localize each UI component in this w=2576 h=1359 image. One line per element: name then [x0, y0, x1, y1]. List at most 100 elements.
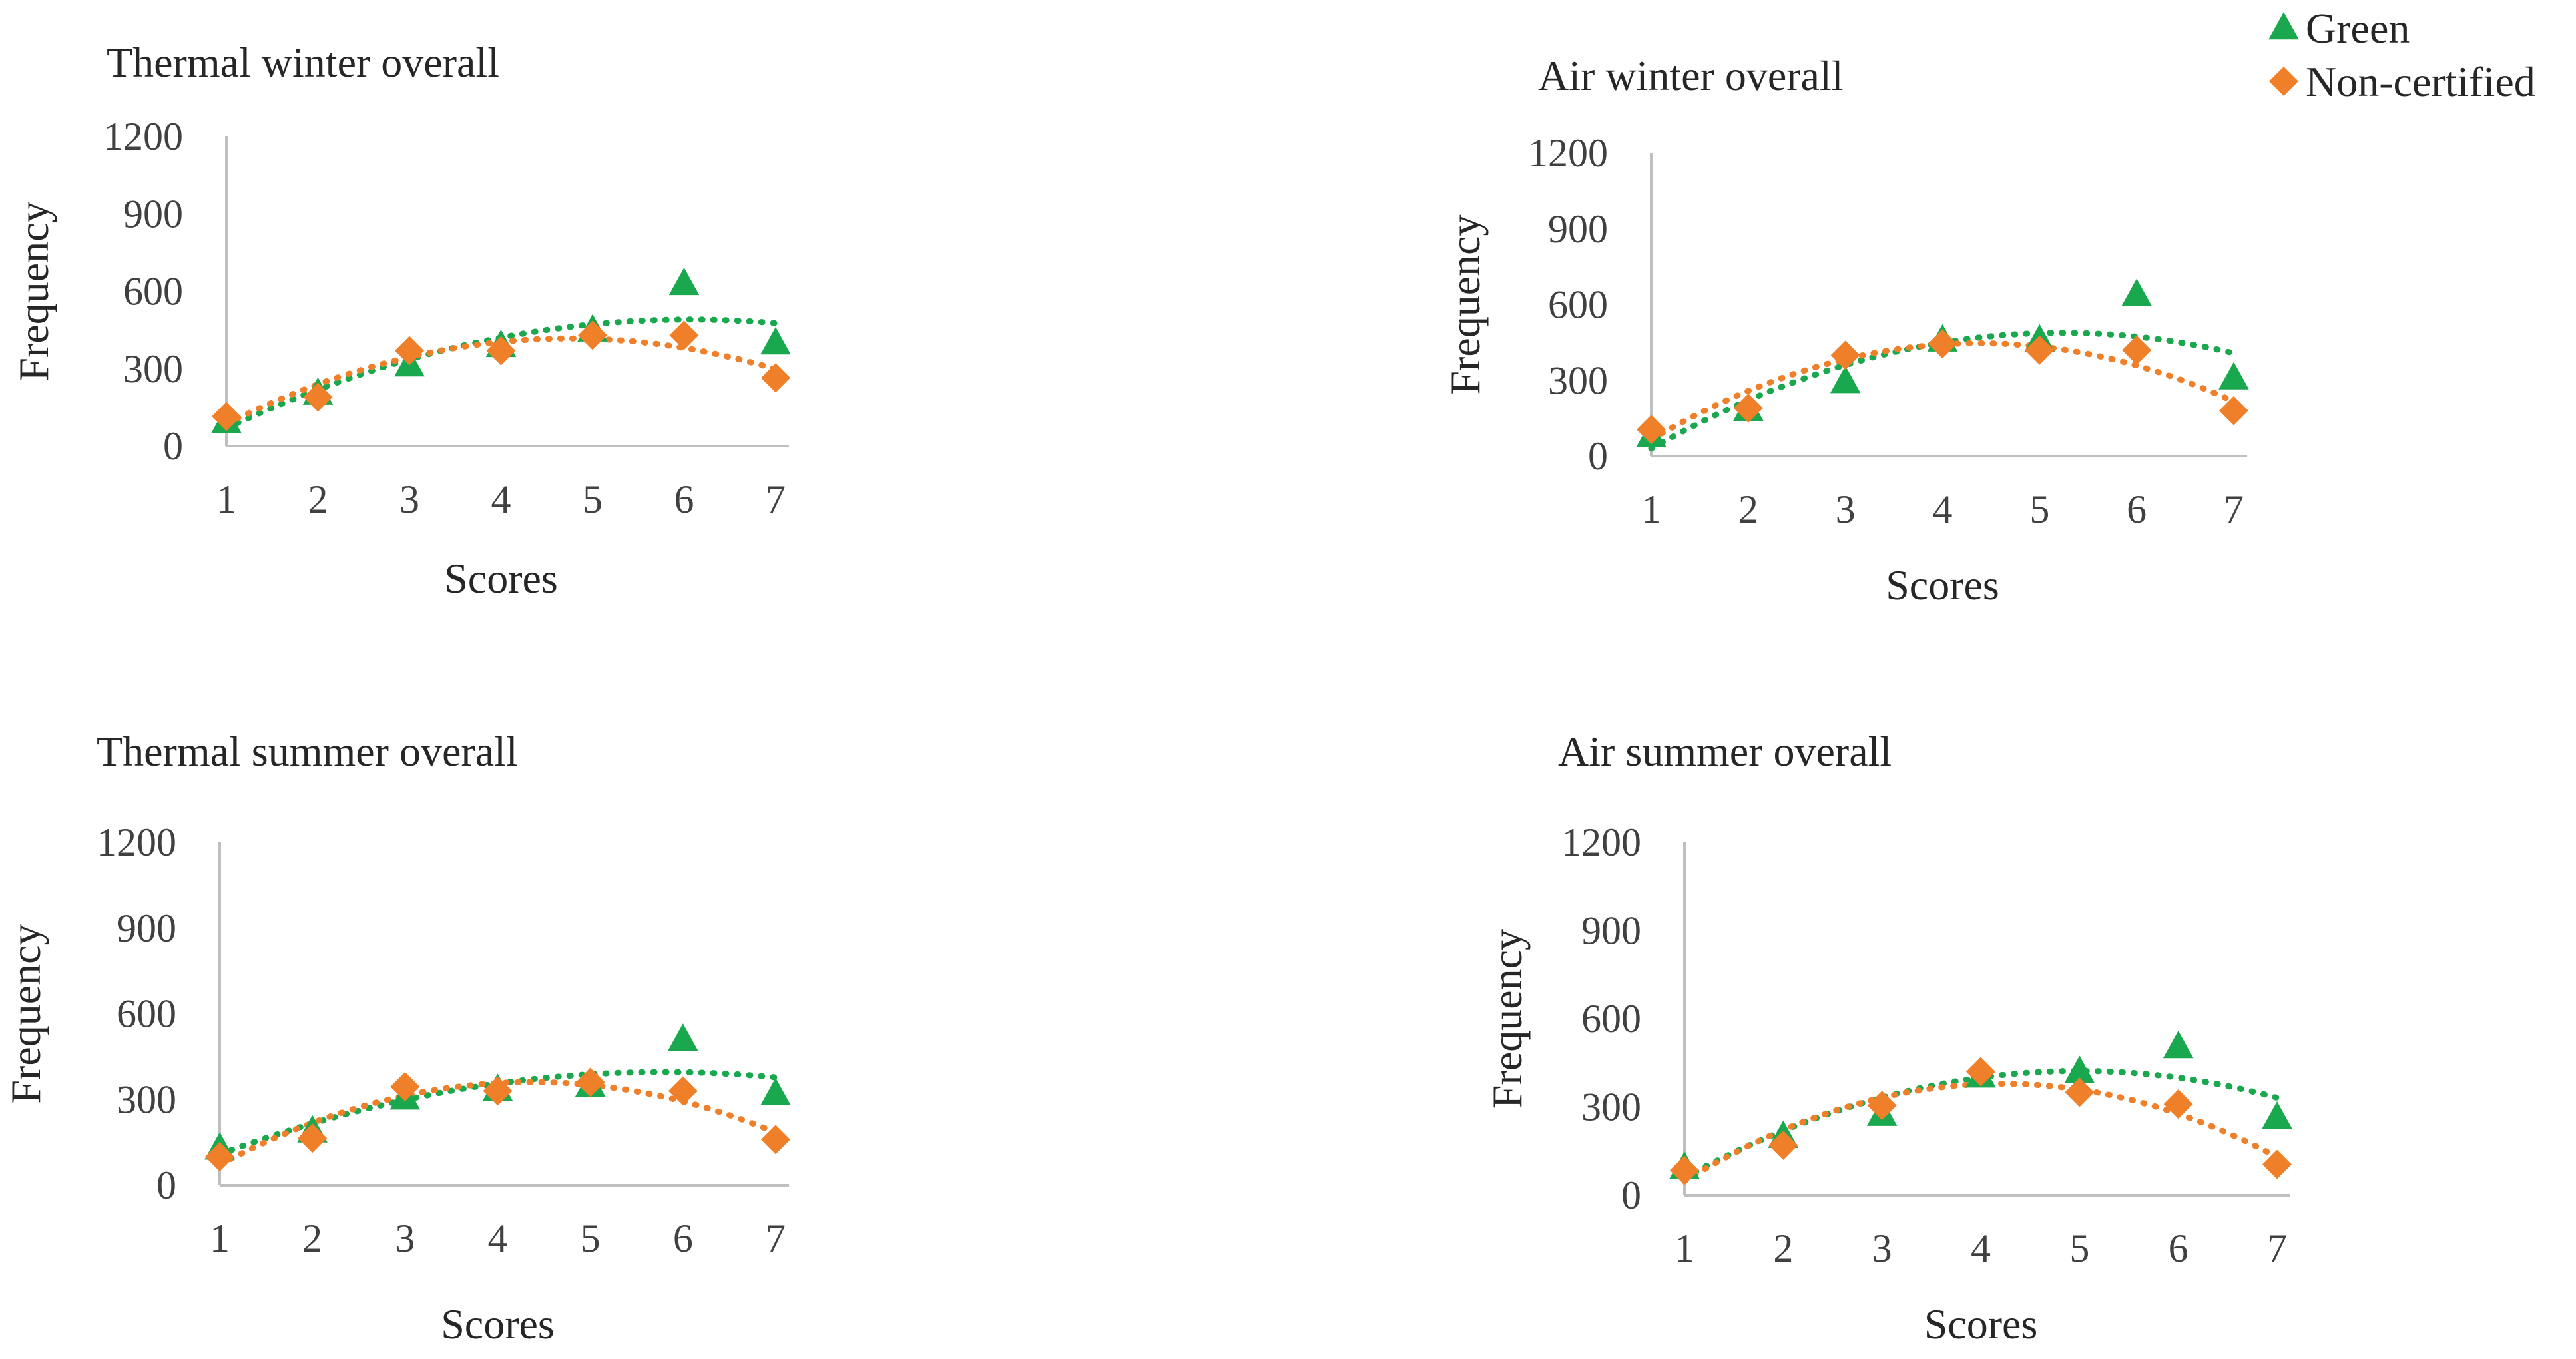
point-non-certified: [761, 363, 790, 393]
point-non-certified: [1867, 1091, 1897, 1121]
point-non-certified: [575, 1067, 605, 1097]
chart-title: Air summer overall: [1558, 728, 1892, 775]
x-tick-label: 4: [491, 477, 511, 521]
x-axis-label: Scores: [444, 555, 558, 602]
y-tick-label: 300: [1548, 358, 1608, 402]
x-tick-label: 6: [673, 1217, 693, 1260]
y-axis-label: Frequency: [1441, 214, 1489, 394]
point-non-certified: [486, 336, 516, 366]
point-green: [668, 267, 700, 296]
point-non-certified: [2065, 1077, 2095, 1107]
y-tick-label: 900: [1581, 909, 1641, 953]
y-tick-label: 1200: [97, 820, 176, 864]
y-tick-label: 600: [123, 270, 183, 314]
x-tick-label: 2: [308, 477, 328, 521]
point-non-certified: [205, 1142, 234, 1172]
x-tick-label: 4: [488, 1217, 508, 1260]
point-non-certified: [761, 1125, 790, 1155]
x-tick-label: 5: [581, 1217, 601, 1260]
point-non-certified: [1637, 415, 1666, 445]
point-non-certified: [2163, 1089, 2193, 1119]
chart-panel-2: Air winter overall 0 300 600 900 1200 1 2 3 4 5 6 7 S…: [1441, 52, 2249, 609]
point-non-certified: [2219, 396, 2248, 425]
y-axis-label: Frequency: [2, 924, 49, 1103]
y-tick-label: 1200: [1528, 131, 1608, 175]
x-tick-label: 6: [2169, 1226, 2189, 1270]
point-non-certified: [298, 1123, 328, 1153]
y-tick-label: 0: [1621, 1173, 1641, 1217]
chart-title: Thermal summer overall: [97, 728, 518, 775]
x-tick-label: 2: [1738, 487, 1758, 531]
point-green: [760, 1077, 791, 1105]
point-non-certified: [1966, 1057, 1995, 1087]
x-tick-label: 4: [1971, 1226, 1991, 1270]
chart-panel-1: Thermal winter overall 0 300 600 900 1200 1 2 3 4…: [10, 39, 791, 602]
y-tick-label: 300: [123, 347, 183, 391]
y-tick-label: 900: [117, 906, 176, 950]
point-non-certified: [669, 320, 699, 350]
y-tick-label: 0: [163, 424, 183, 468]
x-tick-label: 5: [583, 477, 603, 521]
x-tick-label: 1: [216, 477, 236, 521]
point-non-certified: [1928, 329, 1957, 359]
y-axis-label: Frequency: [10, 201, 57, 381]
x-tick-label: 1: [210, 1217, 230, 1260]
point-green: [2064, 1055, 2095, 1083]
y-axis-label: Frequency: [1483, 929, 1531, 1109]
point-non-certified: [578, 320, 607, 350]
legend: Green Non-certified: [2268, 5, 2535, 105]
point-non-certified: [395, 336, 424, 366]
point-non-certified: [2122, 335, 2152, 365]
point-non-certified: [483, 1076, 513, 1106]
x-axis-label: Scores: [1886, 561, 1999, 609]
x-tick-label: 3: [1836, 487, 1856, 531]
x-tick-label: 7: [766, 1217, 786, 1260]
x-tick-label: 6: [674, 477, 694, 521]
chart-panel-4: Air summer overall 0 300 600 900 1200 1 2 3 4 5 6 7 S…: [1483, 728, 2292, 1348]
x-axis-label: Scores: [1924, 1300, 2038, 1348]
point-green: [2163, 1030, 2194, 1059]
y-tick-label: 300: [117, 1077, 176, 1121]
y-tick-label: 0: [156, 1163, 176, 1207]
point-non-certified: [303, 382, 333, 412]
y-tick-label: 300: [1581, 1085, 1641, 1129]
legend-marker-non-certified: [2269, 67, 2298, 96]
point-non-certified: [2025, 335, 2055, 365]
x-tick-label: 3: [395, 1217, 415, 1260]
y-tick-label: 600: [1581, 997, 1641, 1041]
y-tick-label: 1200: [1561, 820, 1641, 864]
point-green: [668, 1023, 698, 1051]
y-tick-label: 900: [1548, 207, 1608, 251]
x-tick-label: 7: [2267, 1226, 2287, 1270]
point-green: [760, 327, 791, 355]
point-green: [2218, 362, 2249, 390]
trendline-non-certified: [1681, 1081, 2280, 1185]
x-tick-label: 5: [2029, 487, 2049, 531]
point-green: [2121, 278, 2152, 306]
x-tick-label: 7: [766, 477, 786, 521]
x-tick-label: 6: [2127, 487, 2147, 531]
point-non-certified: [1670, 1155, 1699, 1185]
y-tick-label: 600: [117, 992, 176, 1036]
y-tick-label: 1200: [103, 115, 183, 158]
x-tick-label: 7: [2224, 487, 2244, 531]
y-tick-label: 0: [1588, 434, 1608, 478]
point-non-certified: [1830, 340, 1860, 370]
point-green: [2262, 1101, 2292, 1129]
y-tick-label: 900: [123, 192, 183, 236]
x-tick-label: 2: [1773, 1226, 1793, 1270]
chart-title: Air winter overall: [1538, 52, 1844, 99]
x-tick-label: 5: [2069, 1226, 2089, 1270]
legend-label-non-certified: Non-certified: [2306, 58, 2535, 105]
point-green: [1830, 366, 1861, 394]
chart-title: Thermal winter overall: [107, 39, 499, 86]
point-non-certified: [1733, 393, 1763, 423]
point-non-certified: [1768, 1130, 1798, 1160]
x-tick-label: 1: [1674, 1226, 1694, 1270]
y-tick-label: 600: [1548, 283, 1608, 327]
chart-panel-3: Thermal summer overall 0 300 600 900 1200 1 2 3 4…: [2, 728, 791, 1348]
point-non-certified: [2262, 1149, 2292, 1179]
x-tick-label: 3: [399, 477, 419, 521]
point-non-certified: [668, 1076, 698, 1106]
x-tick-label: 3: [1872, 1226, 1892, 1270]
